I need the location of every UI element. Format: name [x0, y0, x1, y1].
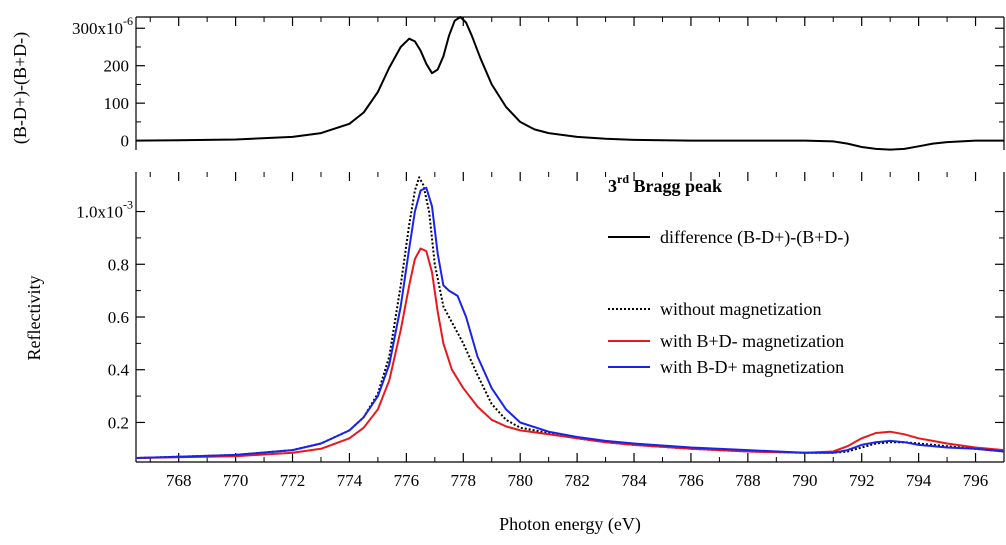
top-series-group [135, 16, 1004, 151]
bottom-y-tick-label: 0.4 [108, 361, 130, 380]
bottom-x-tick-label: 770 [223, 471, 249, 490]
annotation-superscript: rd [617, 172, 629, 186]
bottom-x-tick-label: 792 [849, 471, 875, 490]
legend-label-difference: difference (B-D+)-(B+D-) [660, 227, 849, 248]
bottom-x-tick-label: 796 [963, 471, 989, 490]
bottom-panel: 0.20.40.60.81.0x10 -3 768 770 772 774 776 778 7… [24, 172, 1005, 535]
bottom-series-line-2 [135, 186, 1005, 459]
annotation-text: Bragg peak [629, 176, 722, 196]
bottom-x-tick-label: 786 [678, 471, 704, 490]
bottom-series-line-1 [135, 247, 1005, 459]
bottom-x-tick-label: 774 [337, 471, 363, 490]
top-y-axis-label: (B-D+)-(B+D-) [10, 32, 31, 144]
top-y-tick-label: 200 [104, 57, 130, 76]
top-y-tick-label: 300x10 [72, 19, 123, 38]
annotation-number: 3 [608, 176, 617, 196]
bottom-x-tick-label: 772 [280, 471, 306, 490]
bottom-x-ticks: 768 770 772 774 776 778 780 782 784 786 788 790 792 7… [149, 172, 1005, 490]
top-y-tick-label: 0 [121, 132, 130, 151]
top-x-ticks [149, 17, 1005, 26]
top-panel: 0 100 200 300x10 -6 (B-D+)-(B+D-) [10, 14, 1005, 151]
bottom-x-tick-label: 790 [792, 471, 818, 490]
bottom-series-group [135, 176, 1005, 459]
top-y-tick-label: 100 [104, 94, 130, 113]
legend: difference (B-D+)-(B+D-) without magneti… [608, 227, 849, 377]
bottom-x-tick-label: 780 [507, 471, 533, 490]
bottom-x-tick-label: 794 [906, 471, 932, 490]
bottom-y-tick-label: 0.2 [108, 413, 129, 432]
bottom-x-tick-label: 782 [564, 471, 590, 490]
bottom-x-tick-label: 778 [451, 471, 477, 490]
bottom-series-line-0 [135, 176, 1005, 459]
bragg-peak-annotation: 3rd Bragg peak [608, 172, 722, 196]
bottom-y-tick-exponent: -3 [123, 198, 133, 212]
top-series-line-0 [135, 16, 1004, 151]
legend-label-bmdp: with B-D+ magnetization [660, 357, 844, 377]
bottom-y-ticks: 0.2 0.4 0.6 0.8 1.0x10 -3 [76, 198, 1004, 432]
legend-label-without: without magnetization [660, 299, 821, 319]
top-grid-axes [135, 16, 1005, 150]
bottom-x-tick-label: 788 [735, 471, 761, 490]
bottom-y-tick-label: 0.6 [108, 308, 129, 327]
bottom-y-tick-label: 1.0x10 [76, 203, 123, 222]
bottom-x-tick-label: 784 [621, 471, 647, 490]
bottom-axes [135, 172, 1005, 463]
bottom-y-axis-label: Reflectivity [24, 276, 44, 361]
bottom-x-tick-label: 776 [394, 471, 420, 490]
bottom-y-tick-label: 0.8 [108, 255, 129, 274]
bottom-x-axis-label: Photon energy (eV) [499, 514, 641, 535]
top-y-ticks: 0 100 200 300x10 -6 [72, 14, 1004, 151]
legend-label-bpdm: with B+D- magnetization [660, 331, 844, 351]
top-y-tick-exponent: -6 [123, 14, 133, 28]
bottom-x-tick-label: 768 [166, 471, 192, 490]
